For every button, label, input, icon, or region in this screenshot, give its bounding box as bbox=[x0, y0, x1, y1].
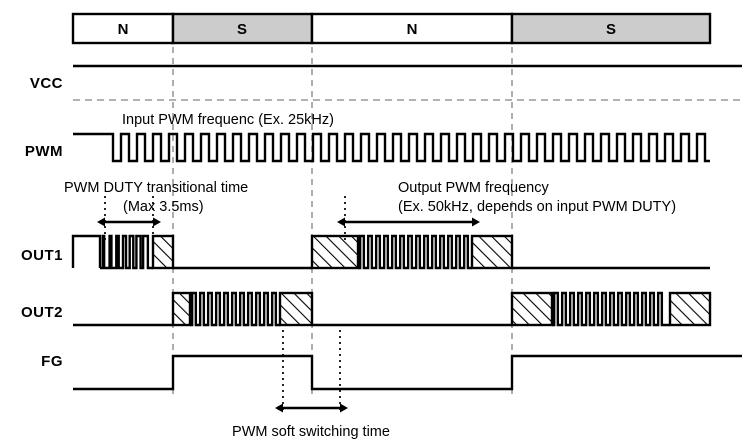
phase-label-s-2: S bbox=[606, 21, 616, 38]
waveform-pwm bbox=[73, 132, 710, 163]
phase-segment-s-1 bbox=[171, 12, 314, 45]
commutation-phase-bar bbox=[71, 12, 712, 45]
measurement-arrow-group bbox=[97, 217, 480, 413]
waveform-fg bbox=[73, 354, 742, 391]
guide-dashed-vertical-group bbox=[172, 14, 513, 395]
phase-segment-s-2 bbox=[510, 12, 712, 45]
annotation-output-pwm-line2: (Ex. 50kHz, depends on input PWM DUTY) bbox=[398, 199, 676, 215]
annotation-input-pwm-frequency: Input PWM frequenc (Ex. 25kHz) bbox=[122, 112, 334, 128]
waveform-out1 bbox=[71, 234, 710, 270]
annotation-duty-transitional-line1: PWM DUTY transitional time bbox=[64, 180, 248, 196]
annotation-duty-transitional-line2: (Max 3.5ms) bbox=[123, 199, 204, 215]
phase-label-s-1: S bbox=[237, 21, 247, 38]
signal-label-fg: FG bbox=[41, 353, 63, 370]
signal-label-pwm: PWM bbox=[25, 143, 63, 160]
signal-label-vcc: VCC bbox=[30, 75, 63, 92]
phase-label-n-1: N bbox=[118, 21, 129, 38]
annotation-output-pwm-line1: Output PWM frequency bbox=[398, 180, 549, 196]
waveform-out2 bbox=[73, 291, 712, 327]
signal-label-out2: OUT2 bbox=[21, 304, 63, 321]
guide-dotted-group bbox=[104, 196, 346, 414]
annotation-soft-switching: PWM soft switching time bbox=[232, 424, 390, 440]
signal-label-out1: OUT1 bbox=[21, 247, 63, 264]
phase-label-n-2: N bbox=[407, 21, 418, 38]
